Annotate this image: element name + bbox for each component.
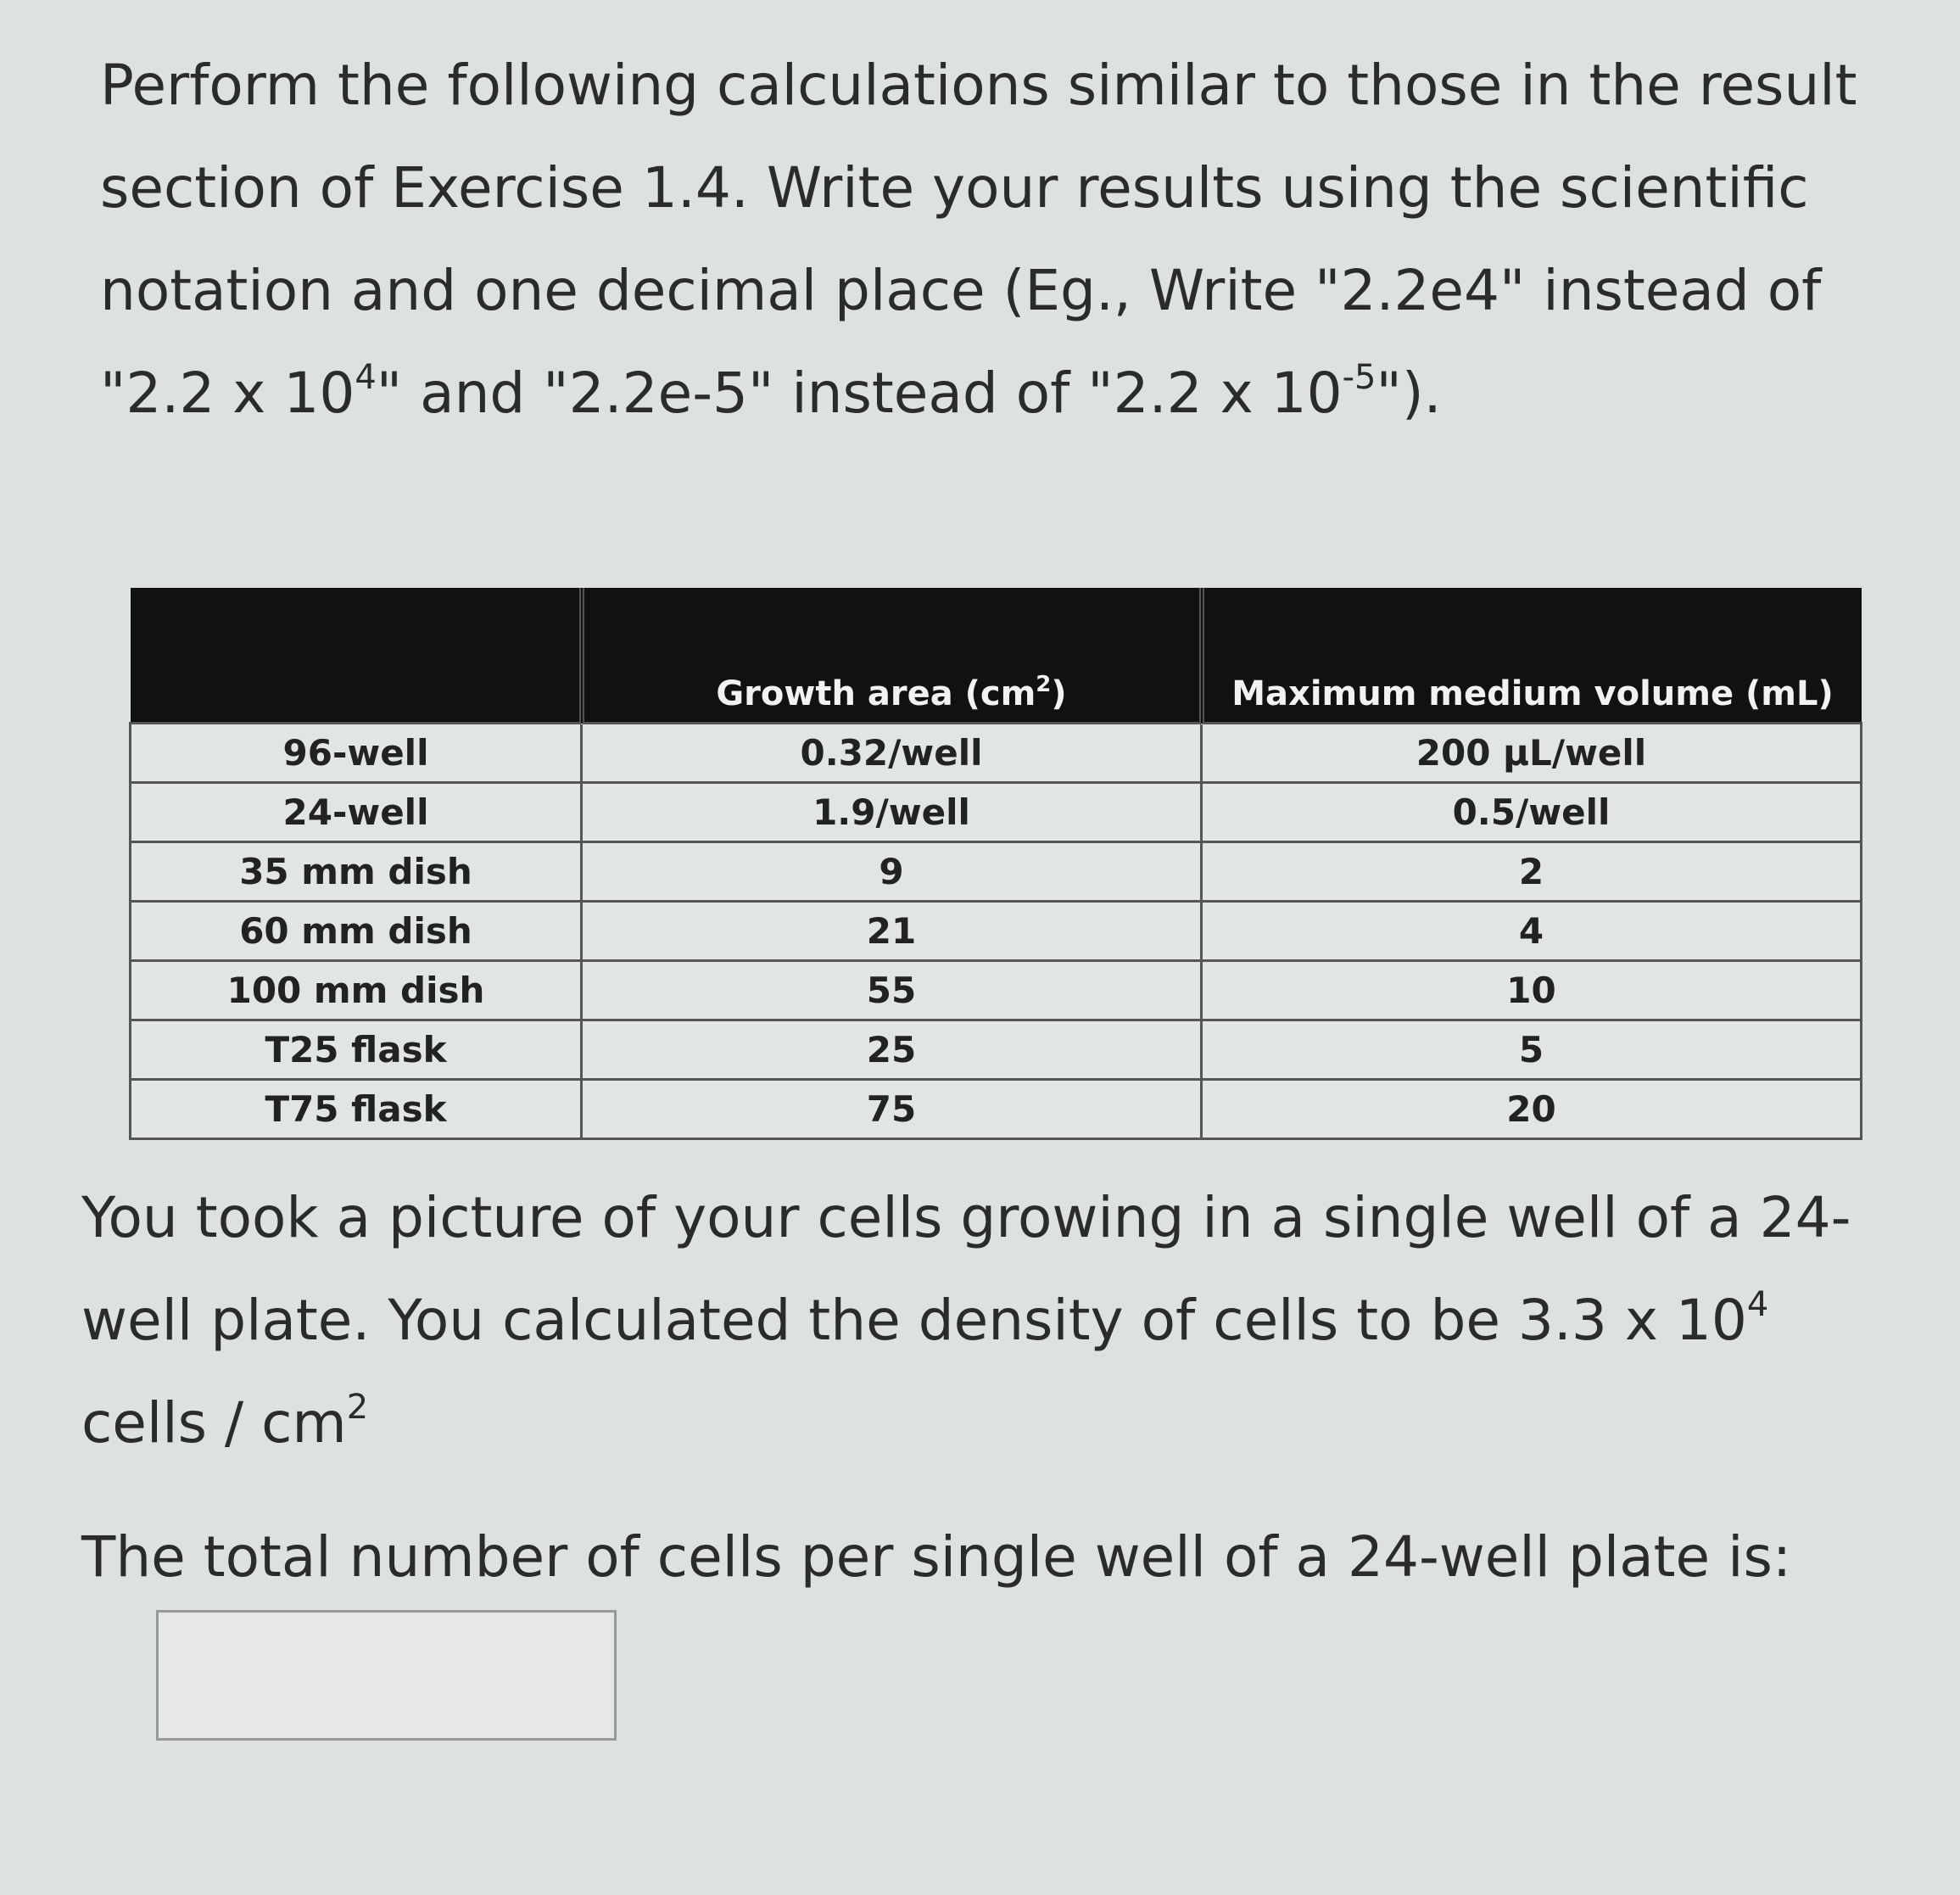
- table-cell: T75 flask: [129, 1078, 583, 1140]
- table-cell: 25: [580, 1019, 1203, 1081]
- text: ").: [1376, 361, 1442, 426]
- table-cell: 0.5/well: [1200, 781, 1862, 843]
- table-row: 35 mm dish 9 2: [129, 841, 1862, 903]
- intro-text: Perform the following calculations simil…: [100, 34, 1890, 444]
- superscript: 4: [1746, 1285, 1769, 1324]
- header-row: Growth area (cm2) Maximum medium volume …: [130, 588, 1862, 724]
- superscript: -5: [1342, 358, 1376, 397]
- table-row: 24-well 1.9/well 0.5/well: [129, 781, 1862, 843]
- text: Growth area (cm: [716, 674, 1036, 713]
- table-cell: 10: [1200, 959, 1862, 1021]
- table-cell: 60 mm dish: [129, 900, 583, 962]
- header-cell: [130, 588, 584, 724]
- header-cell: Growth area (cm2): [581, 588, 1204, 724]
- table-cell: 2: [1200, 841, 1862, 903]
- table-cell: 4: [1200, 900, 1862, 962]
- text: ): [1051, 674, 1067, 713]
- superscript: 2: [346, 1388, 369, 1427]
- table-cell: 55: [580, 959, 1203, 1021]
- table-cell: 96-well: [129, 722, 583, 784]
- table-cell: 1.9/well: [580, 781, 1203, 843]
- table-cell: 35 mm dish: [129, 841, 583, 903]
- table-cell: 21: [580, 900, 1203, 962]
- culture-table: Growth area (cm2) Maximum medium volume …: [129, 588, 1862, 1140]
- table-cell: T25 flask: [129, 1019, 583, 1081]
- superscript: 4: [355, 358, 377, 397]
- table-cell: 9: [580, 841, 1203, 903]
- table-cell: 200 µL/well: [1200, 722, 1862, 784]
- text: Perform the following calculations simil…: [100, 53, 1857, 426]
- text: " and "2.2e-5" instead of "2.2 x 10: [376, 361, 1343, 426]
- table-cell: 5: [1200, 1019, 1862, 1081]
- table-cell: 75: [580, 1078, 1203, 1140]
- superscript: 2: [1036, 672, 1052, 697]
- table-row: T25 flask 25 5: [129, 1019, 1862, 1081]
- text: cells / cm: [81, 1390, 347, 1456]
- table-cell: 20: [1200, 1078, 1862, 1140]
- question-text: You took a picture of your cells growing…: [81, 1166, 1888, 1474]
- table-row: 96-well 0.32/well 200 µL/well: [129, 722, 1862, 784]
- table-row: 100 mm dish 55 10: [129, 959, 1862, 1021]
- table-row: 60 mm dish 21 4: [129, 900, 1862, 962]
- table-row: T75 flask 75 20: [129, 1078, 1862, 1140]
- table-body: 96-well 0.32/well 200 µL/well 24-well 1.9/we…: [129, 722, 1862, 1140]
- table-cell: 24-well: [129, 781, 583, 843]
- table-cell: 0.32/well: [580, 722, 1203, 784]
- answer-input[interactable]: [156, 1610, 617, 1741]
- text: You took a picture of your cells growing…: [81, 1185, 1851, 1353]
- header-cell: Maximum medium volume (mL): [1201, 588, 1862, 724]
- table-cell: 100 mm dish: [129, 959, 583, 1021]
- prompt-text: The total number of cells per single wel…: [81, 1524, 1792, 1590]
